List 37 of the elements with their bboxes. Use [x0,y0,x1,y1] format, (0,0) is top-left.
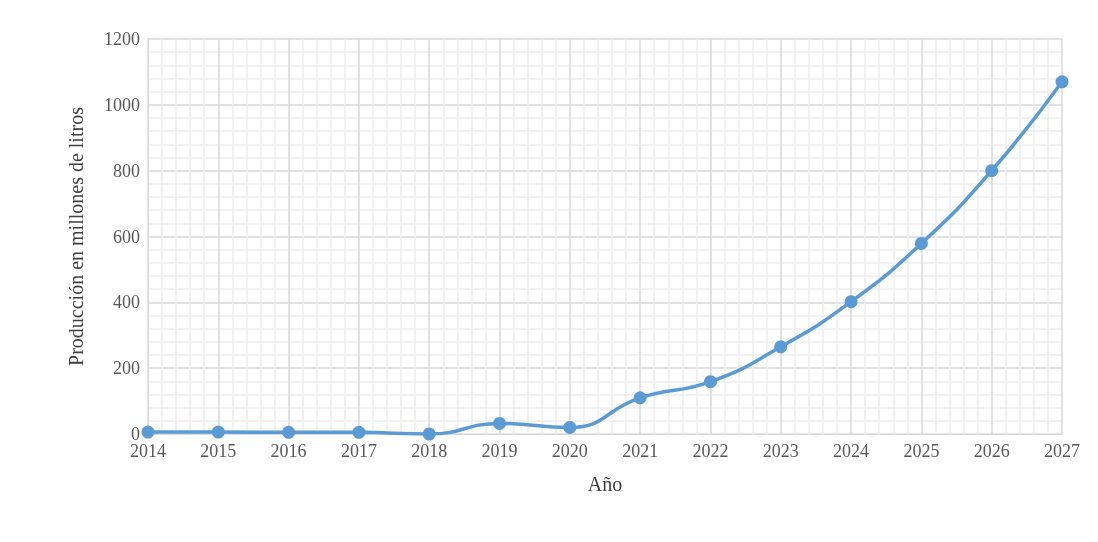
point [282,425,296,439]
x-tick-label: 2020 [551,441,588,461]
x-tick-label: 2027 [1044,441,1080,461]
x-tick-label: 2024 [833,441,870,461]
point [1055,75,1069,89]
x-tick-label: 2014 [130,441,166,461]
y-tick-label: 200 [113,358,140,379]
point [844,295,858,309]
y-tick-label: 600 [113,226,140,247]
point [914,236,928,250]
point [352,425,366,439]
point [633,391,647,405]
x-tick-label: 2021 [622,441,659,461]
y-axis-title: Producción en millones de litros [65,106,87,366]
point [703,375,717,389]
point [211,425,225,439]
x-axis-title: Año [587,473,623,495]
point [563,420,577,434]
y-tick-label: 400 [113,292,140,313]
x-tick-label: 2025 [903,441,940,461]
x-tick-label: 2023 [762,441,799,461]
x-tick-label: 2015 [200,441,237,461]
y-tick-label: 0 [131,424,140,444]
point [774,340,788,354]
x-tick-label: 2026 [973,441,1010,461]
y-tick-label: 1000 [104,94,140,115]
x-tick-label: 2017 [340,441,377,461]
point [493,416,507,430]
y-tick-label: 1200 [104,29,140,49]
point [422,427,436,441]
point [985,164,999,178]
x-tick-label: 2018 [411,441,448,461]
x-tick-label: 2016 [270,441,307,461]
x-tick-label: 2019 [481,441,518,461]
point [141,425,155,439]
x-tick-label: 2022 [692,441,729,461]
y-tick-label: 800 [113,160,140,181]
